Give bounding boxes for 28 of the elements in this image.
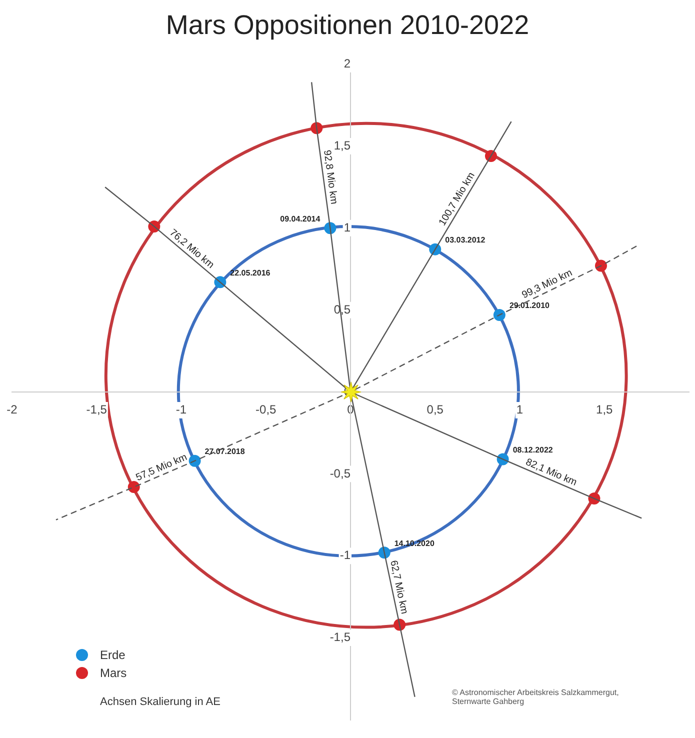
legend-label: Erde — [100, 648, 126, 662]
y-tick-label: -1,5 — [330, 630, 351, 644]
annotation: 29.01.2010 — [509, 301, 550, 310]
annotation: 03.03.2012 — [445, 236, 486, 245]
chart-title: Mars Oppositionen 2010-2022 — [164, 10, 530, 41]
annotation: 57,5 Mio km — [134, 452, 189, 484]
x-tick-label: -1,5 — [86, 402, 108, 417]
annotation: Achsen Skalierung in AE — [100, 696, 220, 708]
y-tick-label: 2 — [344, 56, 351, 71]
annotation: © Astronomischer Arbeitskreis Salzkammergut, Sternwarte Gahberg — [452, 688, 620, 706]
x-tick-label: -1 — [176, 402, 187, 417]
x-tick-label: 1 — [516, 402, 524, 417]
y-tick-label: 1 — [344, 220, 351, 234]
legend-label: Mars — [100, 666, 127, 680]
annotation: 62,7 Mio km — [388, 560, 410, 616]
annotation: 82,1 Mio km — [524, 456, 578, 488]
x-tick-label: -2 — [6, 402, 18, 417]
y-tick-label: -0,5 — [330, 466, 351, 480]
annotation: 99,3 Mio km — [520, 267, 574, 302]
annotation: 27.07.2018 — [204, 447, 246, 456]
y-tick-label: 1,5 — [334, 138, 351, 152]
x-tick-label: -0,5 — [256, 402, 277, 417]
x-tick-label: 1,5 — [596, 402, 614, 417]
x-tick-label: 0,5 — [426, 402, 444, 417]
y-tick-label: -1 — [340, 548, 351, 562]
annotation: 22.05.2016 — [230, 268, 271, 278]
annotation: 08.12.2022 — [512, 445, 554, 454]
annotation: 09.04.2014 — [280, 214, 321, 224]
